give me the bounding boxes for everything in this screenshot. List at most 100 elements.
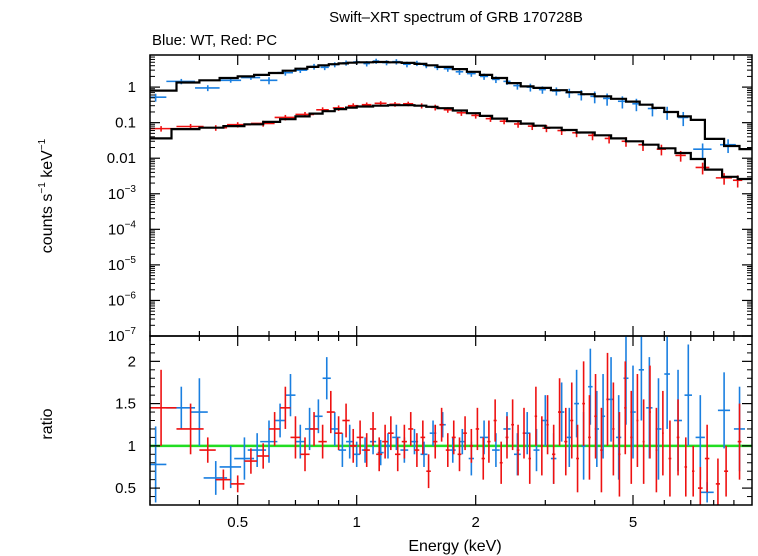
ratio-pc-point-52 [570,382,574,459]
ratio-wt-point-9 [285,374,296,417]
ratio-pc-point-55 [588,395,591,480]
ratio-pc-point-69 [676,399,680,476]
ratio-pc-point-73 [704,424,710,493]
spectrum-y-tick-label-base-3: 10 [108,186,125,203]
ratio-pc-point-60 [618,412,621,497]
ratio-wt-point-4 [219,445,242,489]
ratio-pc-point-15 [342,403,350,438]
ratio-pc-point-76 [737,403,742,480]
ratio-wt-point-29 [459,428,466,455]
ratio-pc-point-64 [642,399,645,484]
ratio-pc-point-56 [594,374,597,459]
ratio-pc-point-41 [505,416,509,459]
ratio-pc-point-63 [636,374,639,467]
ratio-wt-point-22 [392,424,401,451]
ratio-wt-point-12 [314,399,323,434]
ratio-wt-point-43 [588,348,593,425]
ratio-pc-point-4 [230,475,245,493]
ratio-pc-point-49 [552,424,556,484]
spectrum-model-step-2 [150,60,752,151]
spectrum-y-tick-label-exp-5: −5 [125,255,137,266]
ratio-pc-point-59 [612,382,615,476]
ratio-pc-point-68 [668,420,672,497]
ratio-pc-point-17 [356,420,364,455]
ratio-wt-point-28 [449,437,456,463]
spectrum-marks [150,58,752,188]
ratio-y-axis-label: ratio [39,408,56,439]
ratio-pc-point-18 [363,433,370,467]
ratio-pc-point-0 [150,369,177,446]
ratio-pc-point-13 [326,390,335,434]
ratio-wt-point-25 [420,441,428,467]
spectrum-y-tick-label-3: 10−3 [108,184,137,203]
ratio-pc-point-7 [268,412,281,446]
ratio-pc-point-11 [309,412,319,446]
spectrum-y-tick-label-0: 1 [128,79,136,96]
ratio-pc-point-19 [369,412,377,446]
ratio-y-tick-label-2: 1.5 [115,396,136,413]
ratio-wt-point-41 [574,369,579,438]
ratio-wt-point-55 [684,344,692,446]
ratio-pc-point-38 [487,420,491,463]
spectrum-wt-point-0 [150,93,167,102]
ratio-wt-point-21 [385,433,391,459]
ratio-pc-point-22 [387,416,394,451]
ratio-pc-point-54 [582,361,585,446]
ratio-marks [150,336,752,505]
ylabel-part-2: keV [39,150,56,182]
ratio-pc-point-12 [318,424,327,459]
ratio-y-tick-label-0: 0.5 [115,480,136,497]
x-tick-label-2: 2 [472,514,480,531]
ratio-pc-point-28 [426,454,431,489]
ratio-wt-point-13 [322,357,331,400]
spectrum-y-axis-label: counts s−1 keV−1 [37,138,56,253]
ratio-pc-point-74 [715,458,721,505]
ratio-pc-point-30 [439,407,444,442]
ratio-wt-point-58 [717,372,731,449]
ratio-pc-point-39 [493,399,497,442]
ratio-pc-point-37 [481,437,485,480]
spectrum-y-tick-label-6: 10−6 [108,290,137,309]
ratio-wt-point-0 [150,426,167,503]
spectrum-y-tick-label-7: 10−7 [108,326,137,345]
ratio-pc-point-3 [215,469,231,490]
ratio-pc-point-43 [516,424,520,476]
ylabel-part-0: counts s [39,194,56,254]
ratio-pc-point-14 [334,416,343,451]
ratio-pc-point-58 [606,352,609,446]
spectrum-y-tick-label-base-5: 10 [108,257,125,274]
x-tick-label-1: 1 [353,514,361,531]
ratio-pc-point-33 [457,437,462,472]
ratio-pc-point-16 [349,428,357,463]
ratio-pc-point-48 [546,395,549,455]
ratio-pc-point-9 [290,416,301,459]
ylabel-part-1: −1 [37,182,48,194]
ratio-pc-point-72 [697,466,703,505]
ratio-y-tick-label-3: 2 [128,353,136,370]
ratio-pc-point-26 [414,433,420,467]
ratio-wt-point-40 [566,407,572,467]
spectrum-y-tick-label-base-7: 10 [108,328,125,345]
ratio-pc-point-10 [300,437,310,472]
ratio-pc-point-8 [280,386,291,429]
ratio-pc-point-27 [420,420,426,455]
chart-title: Swift–XRT spectrum of GRB 170728B [329,9,583,26]
spectrum-y-tick-label-exp-7: −7 [125,326,137,337]
ratio-wt-point-14 [330,412,339,446]
spectrum-y-tick-label-base-2: 0.01 [107,150,136,167]
ratio-y-tick-label-1: 1 [128,438,136,455]
ylabel-part-3: −1 [37,138,48,150]
ratio-pc-point-40 [499,441,503,484]
ratio-pc-point-29 [433,424,438,459]
spectrum-model-step-3 [150,104,752,181]
ratio-pc-point-25 [408,412,414,446]
ratio-pc-point-42 [511,399,515,451]
ratio-pc-point-67 [661,390,664,476]
ratio-pc-point-62 [630,390,633,484]
ratio-wt-point-53 [664,336,670,429]
spectrum-y-tick-label-base-1: 0.1 [115,115,136,132]
ratio-pc-point-66 [655,407,658,493]
ratio-pc-point-65 [649,365,651,459]
